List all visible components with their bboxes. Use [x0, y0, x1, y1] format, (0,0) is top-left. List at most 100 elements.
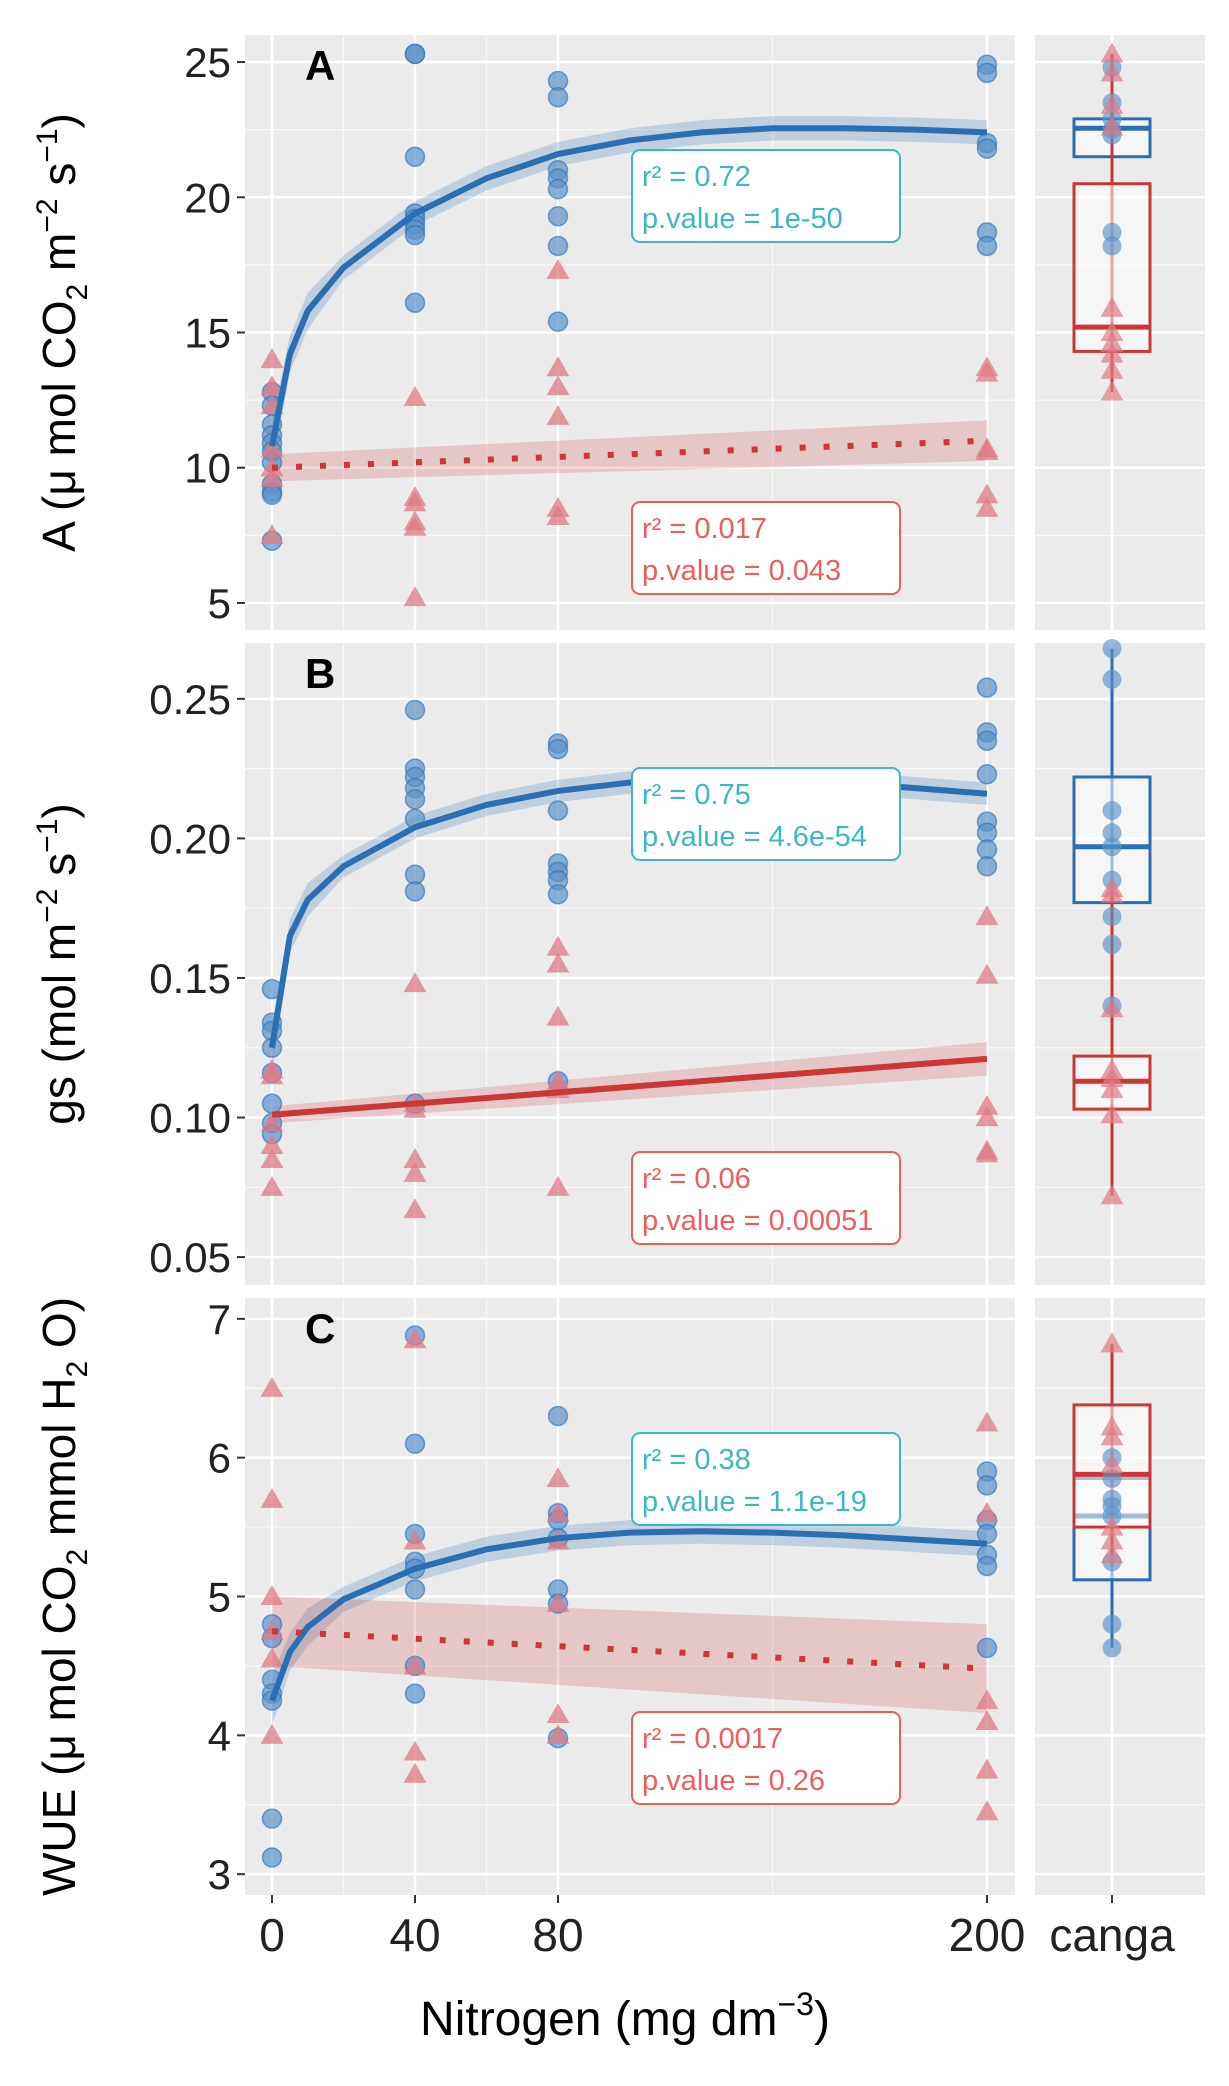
data-point [260, 1175, 284, 1196]
canga-point [1102, 934, 1122, 954]
canga-point [1100, 1543, 1124, 1564]
data-point [546, 356, 570, 377]
canga-point [1100, 42, 1124, 63]
canga-point [1100, 61, 1124, 82]
data-point [403, 1740, 427, 1761]
data-point [975, 1689, 999, 1710]
stats-r2: r² = 0.0017 [642, 1723, 783, 1755]
canga-point [1100, 342, 1124, 363]
data-point [403, 1654, 427, 1675]
stats-box [631, 149, 901, 243]
y-axis-label-part: gs (mol m [33, 923, 85, 1125]
y-axis-label: WUE (μ mol CO2 mmol H2 O) [33, 1297, 94, 1896]
data-point [976, 1555, 998, 1577]
data-point [546, 375, 570, 396]
data-point [404, 1683, 426, 1704]
data-point [404, 292, 426, 313]
data-point [260, 467, 284, 488]
confidence-band [272, 1518, 987, 1726]
data-point [546, 505, 570, 525]
x-tick-label: 80 [532, 1909, 583, 1961]
x-axis-title-end: ) [814, 1993, 830, 2046]
canga-point [1100, 1332, 1124, 1353]
data-point [260, 1619, 284, 1640]
data-point [975, 1106, 999, 1127]
data-point [546, 1703, 570, 1724]
canga-point [1100, 1067, 1124, 1087]
y-axis-label-part: s [33, 163, 85, 199]
canga-point [1102, 837, 1122, 857]
canga-point [1102, 1638, 1122, 1658]
data-point [975, 905, 999, 926]
canga-point [1100, 1184, 1124, 1205]
canga-panel-background [1035, 643, 1205, 1285]
data-point [260, 523, 284, 544]
canga-point [1102, 800, 1122, 820]
data-point [976, 763, 998, 785]
data-point [976, 1475, 998, 1496]
data-point [547, 800, 569, 821]
y-axis-label-part: −1 [31, 128, 64, 162]
data-point [547, 178, 569, 200]
canga-point [1102, 823, 1122, 843]
y-tick-label: 0.05 [149, 1234, 231, 1281]
data-point [404, 699, 426, 721]
y-axis-label-part: 2 [61, 284, 94, 301]
data-point [546, 404, 570, 425]
canga-point [1100, 331, 1124, 352]
y-axis-label-part: 2 [61, 1549, 94, 1566]
data-point [404, 146, 426, 167]
y-axis-label-part: ) [33, 113, 85, 128]
data-point [261, 1093, 283, 1114]
data-point [403, 1198, 427, 1219]
data-point [975, 361, 999, 382]
data-point [975, 496, 999, 517]
stats-r2: r² = 0.06 [642, 1163, 751, 1195]
data-point [547, 205, 569, 227]
data-point [975, 1800, 999, 1821]
data-point [403, 1097, 427, 1118]
y-tick-label: 7 [208, 1296, 231, 1343]
canga-point [1100, 321, 1124, 342]
data-point [404, 881, 426, 902]
y-tick-label: 0.15 [149, 955, 231, 1002]
data-point [260, 348, 284, 369]
x-axis-title-sup: −3 [777, 1986, 813, 2022]
data-point [976, 235, 998, 257]
data-point [547, 86, 569, 108]
y-axis-label-part: WUE (μ mol CO [33, 1565, 85, 1896]
x-tick-label: 40 [389, 1909, 440, 1961]
stats-pvalue: p.value = 0.00051 [642, 1205, 873, 1237]
stats-r2: r² = 0.72 [642, 161, 751, 193]
y-axis-label-part: −2 [31, 198, 64, 232]
stats-pvalue: p.value = 0.043 [642, 555, 841, 587]
data-point [260, 1147, 284, 1168]
y-axis-label-part: s [33, 853, 85, 889]
y-tick-label: 0.10 [149, 1095, 231, 1142]
canga-point [1100, 296, 1124, 317]
y-axis-label: gs (mol m−2 s−1) [31, 803, 85, 1124]
data-point [547, 738, 569, 760]
fit-line [269, 125, 988, 447]
data-point [403, 1762, 427, 1783]
y-axis-label: A (μ mol CO2 m−2 s−1) [31, 113, 94, 552]
data-point [546, 1723, 570, 1744]
y-tick-label: 15 [184, 310, 231, 357]
canga-point [1102, 669, 1122, 689]
y-axis-label-part: 2 [61, 1361, 94, 1378]
data-point [260, 437, 284, 458]
y-tick-label: 10 [184, 445, 231, 492]
data-point [404, 43, 426, 65]
data-point [261, 1808, 283, 1829]
canga-point [1102, 1468, 1122, 1488]
y-axis-label-part: −2 [31, 889, 64, 923]
data-point [260, 375, 284, 396]
y-tick-label: 0.25 [149, 676, 231, 723]
panel-A: 5 10 15 20 25 A A (μ mol CO2 m−2 s−1) r² = 0.72… [31, 35, 1205, 630]
data-point [547, 311, 569, 332]
canga-point [1100, 380, 1124, 401]
canga-point [1102, 222, 1122, 242]
data-point [403, 972, 427, 993]
data-point [261, 484, 283, 506]
